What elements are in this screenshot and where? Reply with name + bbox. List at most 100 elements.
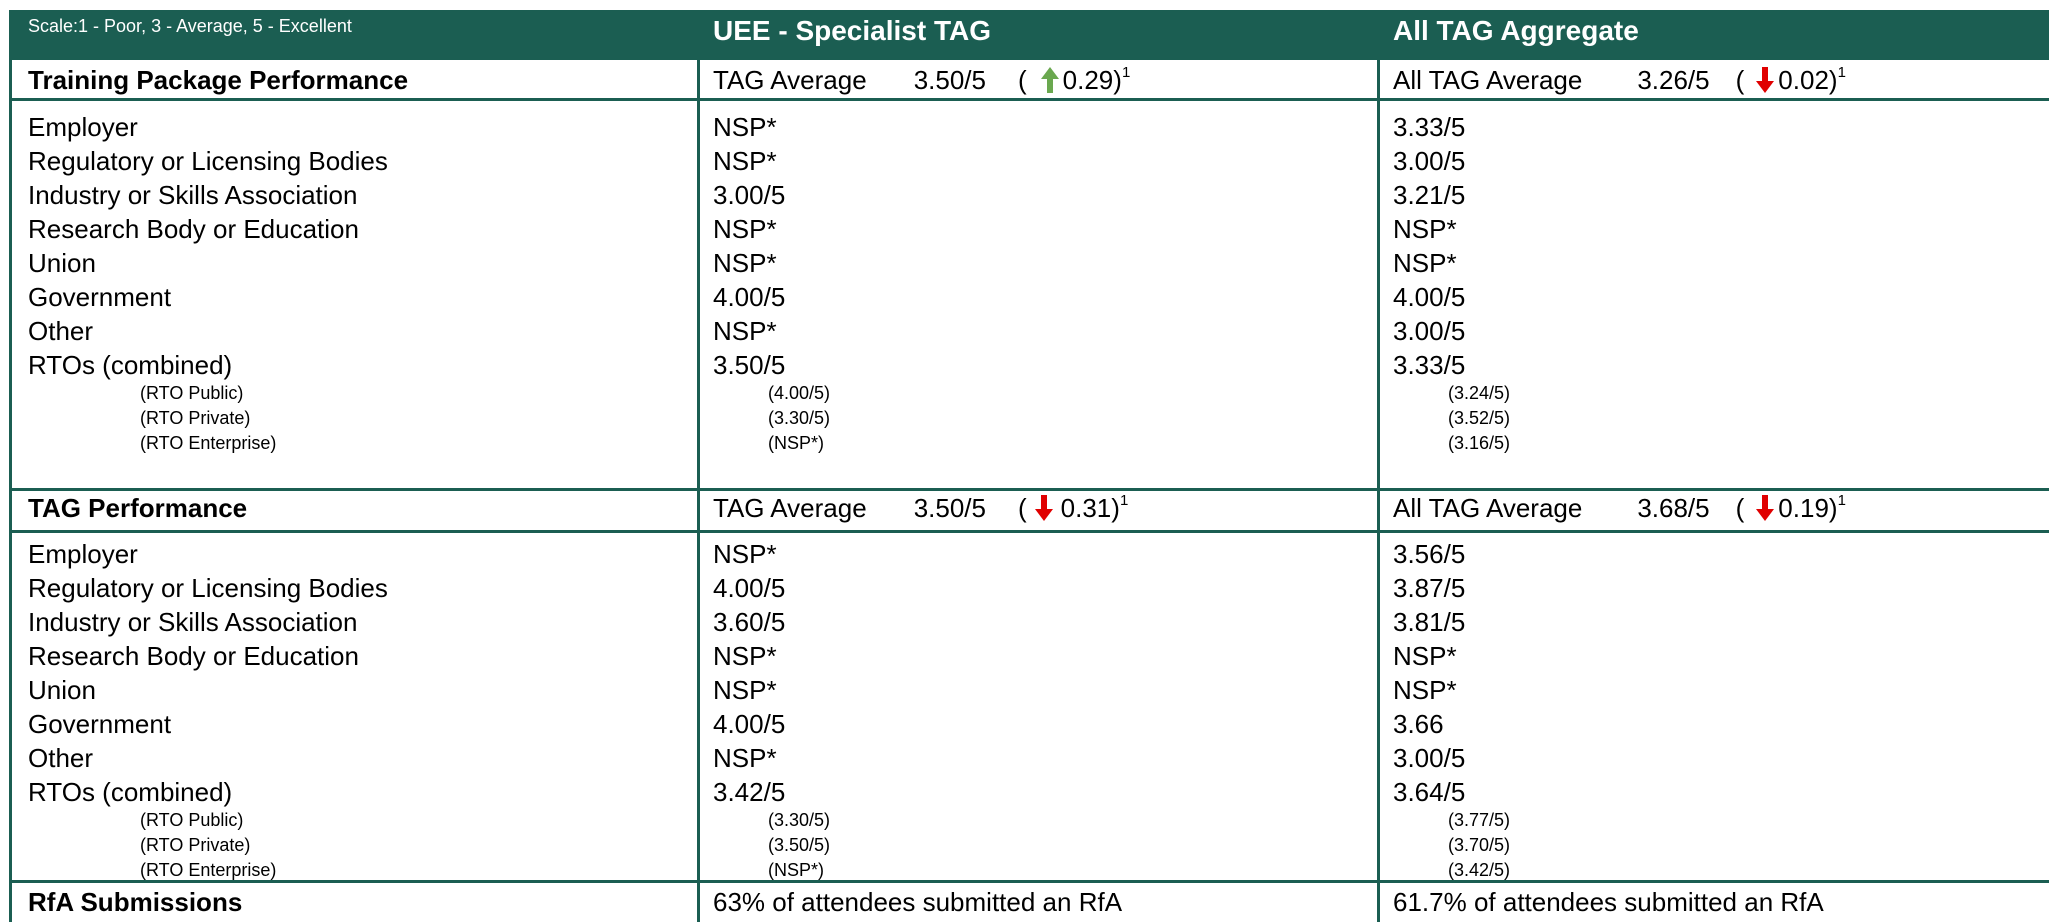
row-label: Regulatory or Licensing Bodies xyxy=(28,146,388,176)
uee-value: NSP* xyxy=(713,675,777,705)
all-value: 3.00/5 xyxy=(1393,146,1466,176)
all-value: 3.66 xyxy=(1393,709,1444,739)
all-value: (3.16/5) xyxy=(1448,433,1511,453)
row-label: Employer xyxy=(28,112,138,142)
all-value: NSP* xyxy=(1393,675,1457,705)
paren: ) xyxy=(1113,65,1122,95)
all-value: NSP* xyxy=(1393,641,1457,671)
uee-value: NSP* xyxy=(713,539,777,569)
arrow-down xyxy=(1756,495,1775,521)
all-value: 3.21/5 xyxy=(1393,180,1466,210)
uee-value: 3.42/5 xyxy=(713,777,786,807)
summary: TAG Average 3.50/5 ( 0.31 ) 1 xyxy=(713,492,1129,523)
uee-value: NSP* xyxy=(713,641,777,671)
row-label: Research Body or Education xyxy=(28,214,359,244)
uee-value: (NSP*) xyxy=(768,433,825,453)
all-value: (3.70/5) xyxy=(1448,835,1511,855)
all-value: 4.00/5 xyxy=(1393,282,1466,312)
subrow-label: (RTO Private) xyxy=(140,408,251,428)
row-label: RTOs (combined) xyxy=(28,777,233,807)
subrow-label: (RTO Private) xyxy=(140,835,251,855)
row-label: Regulatory or Licensing Bodies xyxy=(28,573,388,603)
all-value: 3.00/5 xyxy=(1393,316,1466,346)
footnote: 1 xyxy=(1119,492,1129,509)
all-value: 3.81/5 xyxy=(1393,607,1466,637)
uee-value: (4.00/5) xyxy=(768,383,831,403)
rfa-value: 63% of attendees submitted an RfA xyxy=(713,887,1123,917)
column-header: UEE - Specialist TAG xyxy=(713,15,991,46)
uee-value: 3.50/5 xyxy=(713,350,786,380)
row-label: Other xyxy=(28,743,94,773)
uee-value: 3.00/5 xyxy=(713,180,786,210)
all-value: 3.33/5 xyxy=(1393,112,1466,142)
border xyxy=(697,60,700,922)
row-label: Union xyxy=(28,248,96,278)
paren: ) xyxy=(1828,65,1838,95)
uee-value: (3.30/5) xyxy=(768,810,831,830)
all-value: 3.33/5 xyxy=(1393,350,1466,380)
uee-value: NSP* xyxy=(713,112,777,142)
uee-value: NSP* xyxy=(713,214,777,244)
border xyxy=(10,98,2049,101)
change: 0.02 xyxy=(1778,65,1829,95)
border xyxy=(10,880,2049,883)
row-label: Employer xyxy=(28,539,138,569)
subrow-label: (RTO Public) xyxy=(140,383,244,403)
rfa-value: 61.7% of attendees submitted an RfA xyxy=(1393,887,1824,917)
arrow-up xyxy=(1040,67,1059,93)
summary: TAG Average 3.50/5 ( 0.29 ) 1 xyxy=(713,64,1131,95)
uee-value: NSP* xyxy=(713,743,777,773)
summary: All TAG Average 3.26/5 ( 0.02 ) 1 xyxy=(1393,64,1846,95)
section-title: TAG Performance xyxy=(28,493,248,523)
all-value: 3.00/5 xyxy=(1393,743,1466,773)
section-title: RfA Submissions xyxy=(28,887,243,917)
paren: ) xyxy=(1111,493,1120,523)
change: 0.29 xyxy=(1062,65,1114,95)
subrow-label: (RTO Enterprise) xyxy=(140,433,277,453)
uee-value: NSP* xyxy=(713,248,777,278)
row-label: Research Body or Education xyxy=(28,641,359,671)
all-value: (3.42/5) xyxy=(1448,860,1511,880)
label: TAG Average xyxy=(713,65,867,95)
label: All TAG Average xyxy=(1393,65,1583,95)
paren: ) xyxy=(1828,493,1838,523)
all-value: 3.87/5 xyxy=(1393,573,1466,603)
uee-value: 4.00/5 xyxy=(713,282,786,312)
arrow-down xyxy=(1034,495,1053,521)
all-value: 3.64/5 xyxy=(1393,777,1466,807)
summary: All TAG Average 3.68/5 ( 0.19 ) 1 xyxy=(1393,493,1846,523)
value: 3.68/5 xyxy=(1637,493,1710,523)
paren: ( xyxy=(1017,65,1027,95)
value: 3.50/5 xyxy=(913,493,986,523)
header-bar xyxy=(10,10,2049,60)
all-value: NSP* xyxy=(1393,214,1457,244)
all-value: (3.52/5) xyxy=(1448,408,1511,428)
uee-value: 3.60/5 xyxy=(713,607,786,637)
scale-note: Scale:1 - Poor, 3 - Average, 5 - Excelle… xyxy=(28,16,352,36)
border xyxy=(10,530,2049,533)
value: 3.26/5 xyxy=(1637,65,1710,95)
border xyxy=(10,488,2049,491)
subrow-label: (RTO Enterprise) xyxy=(140,860,277,880)
all-value: (3.24/5) xyxy=(1448,383,1511,403)
row-label: Union xyxy=(28,675,96,705)
label: TAG Average xyxy=(713,493,867,523)
value: 3.50/5 xyxy=(913,65,986,95)
paren: ( xyxy=(1017,493,1027,523)
paren: ( xyxy=(1735,65,1745,95)
subrow-label: (RTO Public) xyxy=(140,810,244,830)
arrow-down xyxy=(1756,67,1775,93)
column-header: All TAG Aggregate xyxy=(1393,15,1639,46)
uee-value: (3.50/5) xyxy=(768,835,831,855)
row-label: Government xyxy=(28,282,172,312)
footnote: 1 xyxy=(1121,64,1131,81)
change: 0.31 xyxy=(1060,493,1112,523)
row-label: RTOs (combined) xyxy=(28,350,233,380)
border xyxy=(9,10,12,922)
uee-value: NSP* xyxy=(713,316,777,346)
uee-value: 4.00/5 xyxy=(713,709,786,739)
uee-value: (NSP*) xyxy=(768,860,825,880)
row-label: Industry or Skills Association xyxy=(28,607,358,637)
footnote: 1 xyxy=(1837,64,1846,81)
